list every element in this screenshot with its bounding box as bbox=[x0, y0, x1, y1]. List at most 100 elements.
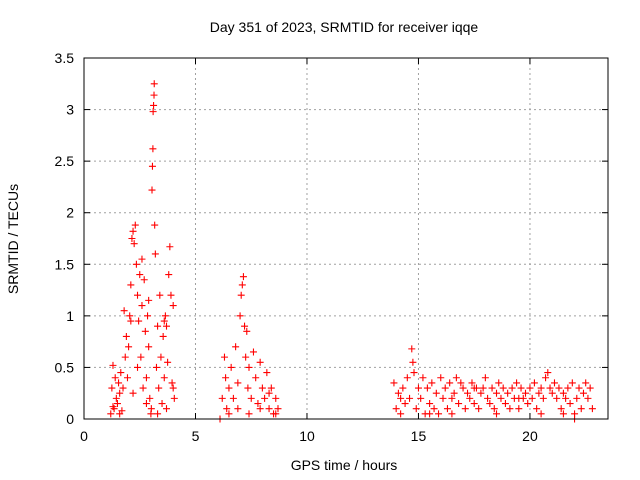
x-tick-label: 20 bbox=[522, 428, 538, 444]
data-point bbox=[272, 410, 280, 418]
data-point bbox=[117, 369, 125, 377]
data-point bbox=[584, 394, 592, 402]
y-tick-label: 2.5 bbox=[55, 153, 75, 169]
data-point bbox=[234, 379, 242, 387]
data-point bbox=[218, 394, 226, 402]
data-point bbox=[131, 221, 139, 229]
data-point bbox=[112, 394, 120, 402]
data-point bbox=[265, 405, 273, 413]
data-point bbox=[274, 405, 282, 413]
data-point bbox=[244, 384, 252, 392]
data-point bbox=[163, 405, 171, 413]
data-point bbox=[150, 80, 158, 88]
plot-frame bbox=[83, 57, 609, 420]
data-point bbox=[468, 379, 476, 387]
data-point bbox=[127, 281, 135, 289]
data-point bbox=[559, 389, 567, 397]
data-point bbox=[403, 374, 411, 382]
data-point bbox=[135, 317, 143, 325]
data-point bbox=[566, 400, 574, 408]
data-point bbox=[517, 384, 525, 392]
data-point bbox=[129, 227, 137, 235]
data-point bbox=[145, 296, 153, 304]
data-point bbox=[237, 291, 245, 299]
data-point bbox=[109, 361, 117, 369]
data-point bbox=[441, 384, 449, 392]
data-point bbox=[242, 353, 250, 361]
data-point bbox=[575, 384, 583, 392]
x-tick-label: 15 bbox=[411, 428, 427, 444]
data-point bbox=[564, 384, 572, 392]
data-point bbox=[258, 384, 266, 392]
data-point bbox=[579, 389, 587, 397]
data-point bbox=[435, 410, 443, 418]
data-point bbox=[256, 358, 264, 366]
data-point bbox=[390, 379, 398, 387]
data-point bbox=[457, 379, 465, 387]
data-point bbox=[109, 403, 117, 411]
data-point bbox=[146, 394, 154, 402]
x-tick-label: 5 bbox=[192, 428, 200, 444]
data-point bbox=[439, 394, 447, 402]
x-axis-label: GPS time / hours bbox=[291, 457, 398, 473]
data-point bbox=[539, 394, 547, 402]
data-point bbox=[164, 358, 172, 366]
data-point bbox=[123, 374, 131, 382]
data-point bbox=[111, 374, 119, 382]
axis-ticks: 0 5 10 15 20 0 0.5 1 1.5 2 2.5 3 3.5 bbox=[55, 50, 608, 444]
data-point bbox=[150, 101, 158, 109]
data-point bbox=[508, 384, 516, 392]
data-point bbox=[154, 322, 162, 330]
data-point bbox=[141, 327, 149, 335]
data-point bbox=[119, 384, 127, 392]
data-point bbox=[149, 108, 157, 116]
data-point bbox=[236, 312, 244, 320]
data-point bbox=[501, 400, 509, 408]
data-point bbox=[475, 405, 483, 413]
data-point bbox=[116, 389, 124, 397]
data-point bbox=[448, 394, 456, 402]
data-point bbox=[166, 243, 174, 251]
data-point bbox=[137, 353, 145, 361]
data-point bbox=[461, 405, 469, 413]
data-point bbox=[125, 343, 133, 351]
data-point bbox=[163, 322, 171, 330]
data-point bbox=[464, 389, 472, 397]
data-point bbox=[493, 389, 501, 397]
data-point bbox=[432, 389, 440, 397]
data-point bbox=[154, 410, 162, 418]
data-point bbox=[241, 322, 249, 330]
data-point bbox=[155, 384, 163, 392]
data-point bbox=[392, 405, 400, 413]
data-point bbox=[479, 384, 487, 392]
data-point bbox=[412, 405, 420, 413]
data-point bbox=[160, 317, 168, 325]
data-point bbox=[397, 410, 405, 418]
grid-lines bbox=[84, 58, 608, 419]
data-point bbox=[537, 384, 545, 392]
data-point bbox=[537, 410, 545, 418]
data-point bbox=[225, 410, 233, 418]
data-point bbox=[470, 400, 478, 408]
data-point bbox=[170, 394, 178, 402]
data-point bbox=[426, 400, 434, 408]
data-point bbox=[138, 255, 146, 263]
data-point bbox=[120, 307, 128, 315]
data-point bbox=[455, 400, 463, 408]
data-point bbox=[149, 145, 157, 153]
data-point bbox=[129, 389, 137, 397]
y-axis-label: SRMTID / TECUs bbox=[5, 184, 21, 294]
data-point bbox=[116, 410, 124, 418]
data-point bbox=[409, 358, 417, 366]
data-point bbox=[550, 379, 558, 387]
data-point bbox=[504, 389, 512, 397]
data-point bbox=[151, 221, 159, 229]
data-point bbox=[138, 302, 146, 310]
data-point bbox=[267, 384, 275, 392]
data-point bbox=[562, 394, 570, 402]
data-point bbox=[546, 384, 554, 392]
data-point bbox=[466, 394, 474, 402]
data-point bbox=[559, 410, 567, 418]
data-point bbox=[148, 186, 156, 194]
